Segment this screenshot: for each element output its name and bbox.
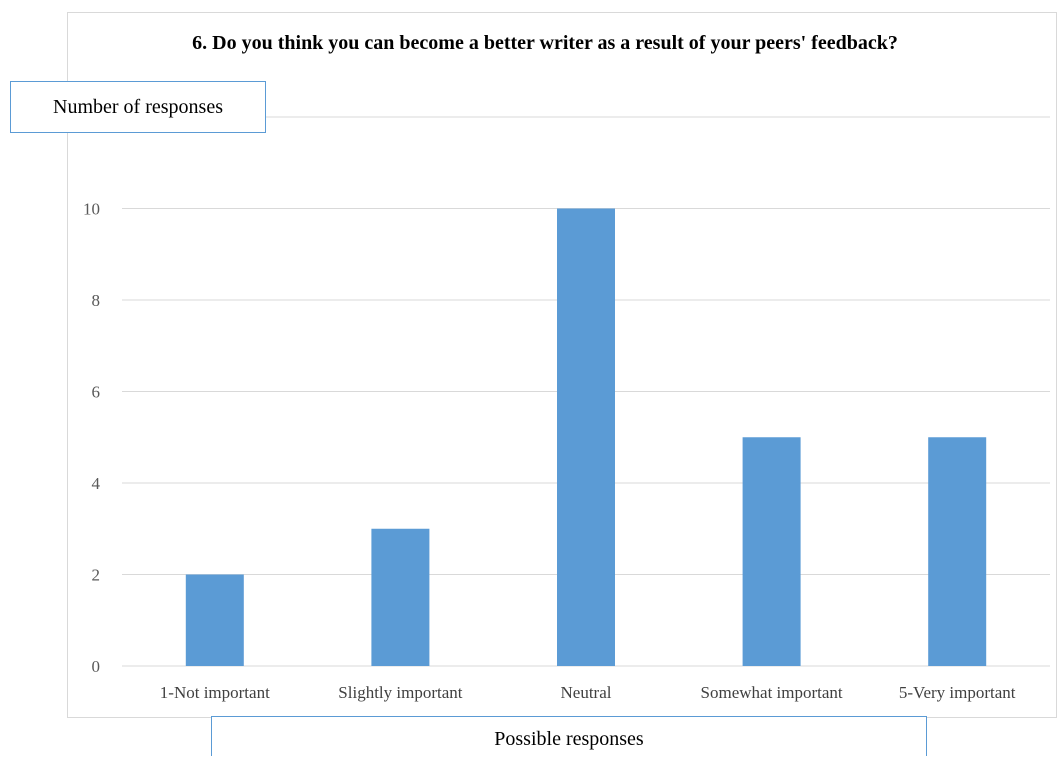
x-tick-label: 5-Very important: [899, 683, 1016, 702]
y-tick-label: 4: [92, 474, 101, 493]
bar: [185, 574, 244, 666]
y-axis-label: Number of responses: [10, 81, 266, 133]
x-tick-label: Somewhat important: [701, 683, 843, 702]
y-tick-label: 6: [92, 383, 101, 402]
bar: [742, 437, 801, 666]
x-axis-label: Possible responses: [211, 716, 927, 756]
x-tick-labels: 1-Not important Slightly important Neutral…: [160, 683, 1016, 702]
x-tick-label: Slightly important: [338, 683, 462, 702]
y-tick-label: 8: [92, 291, 101, 310]
y-tick-labels: 0 2 4 6 8 10: [83, 200, 101, 677]
y-tick-label: 0: [92, 657, 101, 676]
bar: [371, 528, 430, 666]
bar: [928, 437, 987, 666]
x-tick-label: 1-Not important: [160, 683, 270, 702]
x-tick-label: Neutral: [561, 683, 612, 702]
chart-title: 6. Do you think you can become a better …: [192, 32, 898, 54]
bars: [185, 208, 987, 666]
y-tick-label: 10: [83, 200, 100, 219]
bar: [557, 208, 615, 666]
y-tick-label: 2: [92, 566, 101, 585]
